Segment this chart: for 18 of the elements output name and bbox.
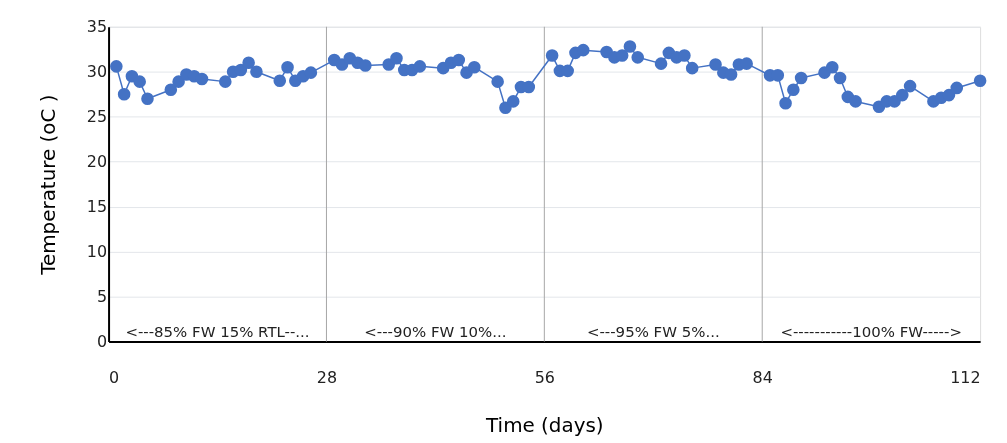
y-tick-label: 10 xyxy=(86,242,108,262)
x-tick-label: 84 xyxy=(752,367,773,387)
y-tick-label: 15 xyxy=(86,197,108,217)
x-axis-title: Time (days) xyxy=(485,413,604,437)
x-tick-label: 112 xyxy=(950,367,981,387)
y-tick-label: 35 xyxy=(86,17,108,37)
y-tick-label: 30 xyxy=(86,62,108,82)
x-tick-label: 56 xyxy=(534,367,555,387)
annotation: <---90% FW 10%... xyxy=(364,322,507,341)
annotation: <---95% FW 5%... xyxy=(586,322,720,341)
y-tick-label: 20 xyxy=(86,152,108,172)
y-tick-label: 5 xyxy=(96,287,108,307)
annotation: <-----------100% FW-----> xyxy=(780,322,962,341)
y-axis-title: Temperature (oC ) xyxy=(36,94,60,276)
x-tick-label: 28 xyxy=(316,367,338,387)
y-tick-label: 25 xyxy=(86,107,108,127)
y-tick-label: 0 xyxy=(96,332,108,351)
annotation: <---85% FW 15% RTL--... xyxy=(125,322,310,341)
